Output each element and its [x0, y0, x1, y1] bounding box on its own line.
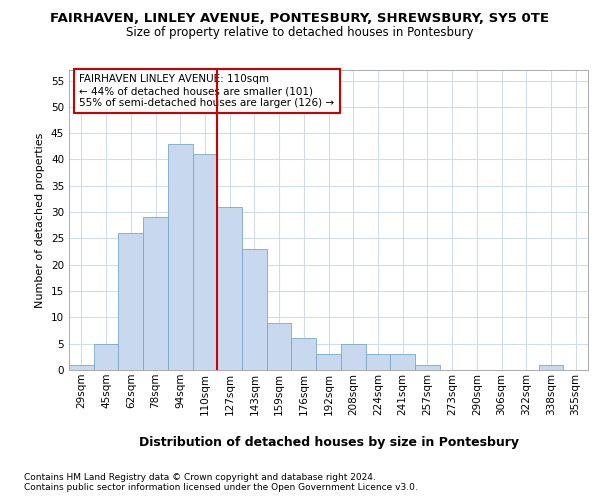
- Text: Contains HM Land Registry data © Crown copyright and database right 2024.: Contains HM Land Registry data © Crown c…: [24, 472, 376, 482]
- Bar: [94, 344, 118, 370]
- Bar: [539, 364, 563, 370]
- Bar: [415, 364, 440, 370]
- Y-axis label: Number of detached properties: Number of detached properties: [35, 132, 46, 308]
- Bar: [217, 207, 242, 370]
- Bar: [168, 144, 193, 370]
- Text: Distribution of detached houses by size in Pontesbury: Distribution of detached houses by size …: [139, 436, 519, 449]
- Text: FAIRHAVEN LINLEY AVENUE: 110sqm
← 44% of detached houses are smaller (101)
55% o: FAIRHAVEN LINLEY AVENUE: 110sqm ← 44% of…: [79, 74, 335, 108]
- Bar: [365, 354, 390, 370]
- Text: FAIRHAVEN, LINLEY AVENUE, PONTESBURY, SHREWSBURY, SY5 0TE: FAIRHAVEN, LINLEY AVENUE, PONTESBURY, SH…: [50, 12, 550, 26]
- Text: Size of property relative to detached houses in Pontesbury: Size of property relative to detached ho…: [126, 26, 474, 39]
- Bar: [69, 364, 94, 370]
- Bar: [193, 154, 217, 370]
- Bar: [118, 233, 143, 370]
- Bar: [316, 354, 341, 370]
- Bar: [292, 338, 316, 370]
- Bar: [242, 249, 267, 370]
- Bar: [341, 344, 365, 370]
- Bar: [143, 218, 168, 370]
- Bar: [267, 322, 292, 370]
- Text: Contains public sector information licensed under the Open Government Licence v3: Contains public sector information licen…: [24, 484, 418, 492]
- Bar: [390, 354, 415, 370]
